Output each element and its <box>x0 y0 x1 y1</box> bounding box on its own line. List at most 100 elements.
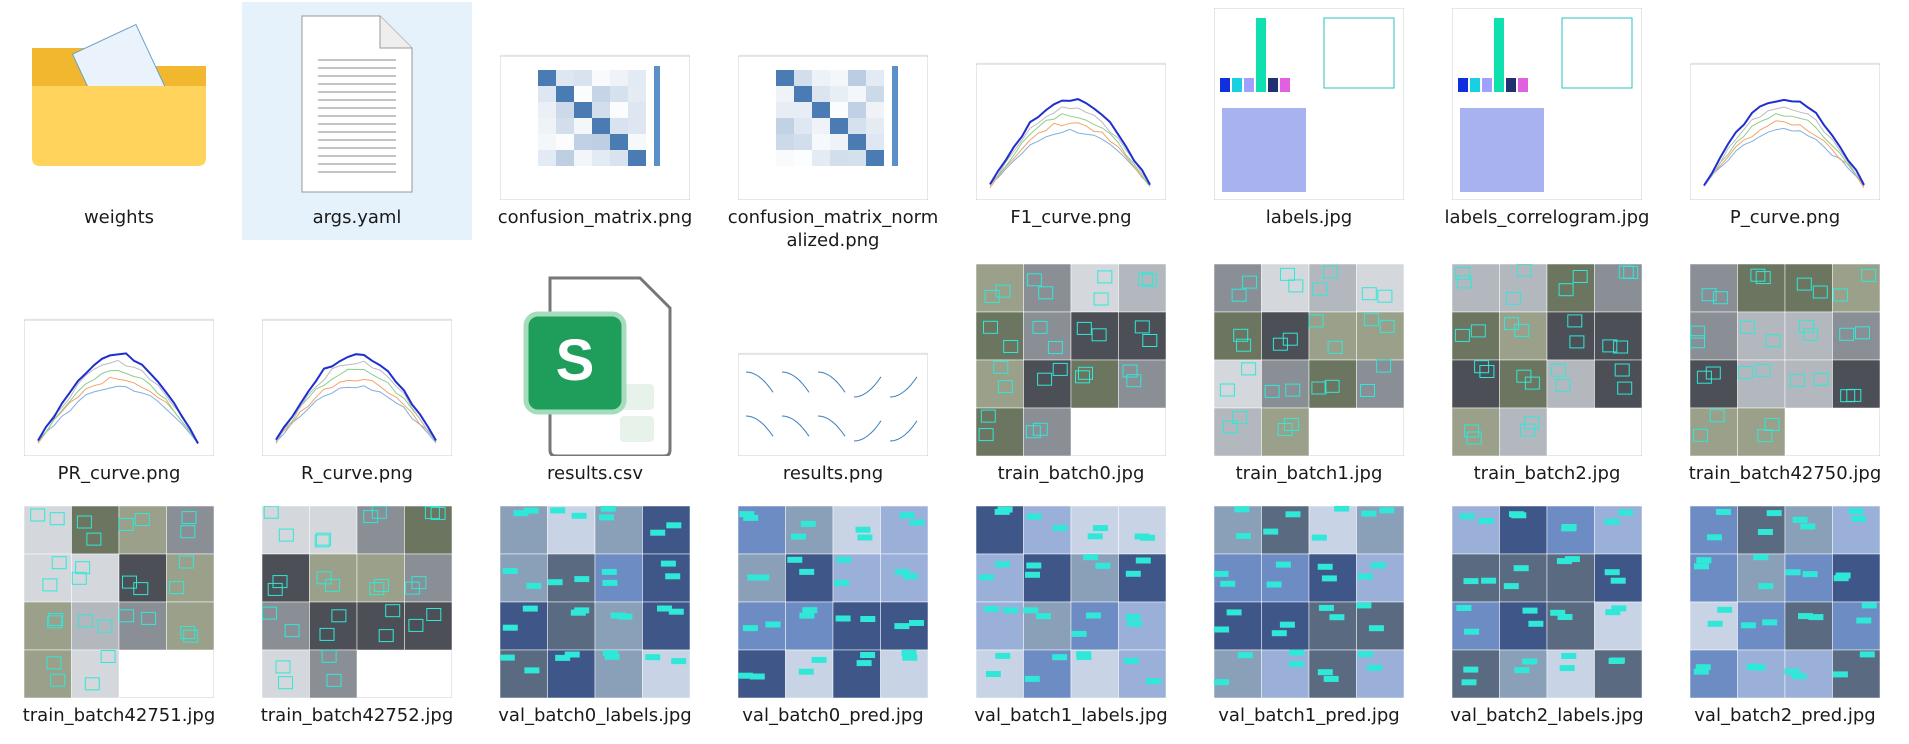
file-item[interactable]: weights <box>4 2 234 240</box>
mosaic-box <box>799 612 815 619</box>
mosaic-box <box>181 511 197 525</box>
file-item[interactable]: val_batch2_labels.jpg <box>1432 500 1662 738</box>
file-item[interactable]: train_batch42750.jpg <box>1670 258 1900 496</box>
mosaic-box <box>1762 619 1778 626</box>
mosaic-box <box>1693 668 1709 675</box>
file-item[interactable]: PR_curve.png <box>4 258 234 496</box>
mosaic-tile <box>594 553 643 603</box>
file-item[interactable]: val_batch0_pred.jpg <box>718 500 948 738</box>
mosaic-box <box>1083 554 1099 561</box>
mosaic-tile <box>1118 311 1166 361</box>
mosaic-box <box>1712 291 1728 305</box>
mosaic-box <box>180 525 196 539</box>
file-thumbnail <box>24 319 214 456</box>
mosaic-box <box>48 613 64 626</box>
heat-cell <box>866 70 884 86</box>
file-name: val_batch0_labels.jpg <box>498 705 692 726</box>
mosaic-box <box>1321 575 1337 582</box>
mosaic-box <box>1833 288 1848 302</box>
file-item[interactable]: train_batch1.jpg <box>1194 258 1424 496</box>
mosaic-box <box>550 507 566 514</box>
mosaic-tile <box>118 601 167 651</box>
mosaic-tile <box>1214 311 1262 361</box>
file-item[interactable]: confusion_matrix.png <box>480 2 710 240</box>
mosaic-box <box>836 556 852 563</box>
file-item[interactable]: val_batch1_labels.jpg <box>956 500 1186 738</box>
mini-plot <box>817 415 846 437</box>
file-item[interactable]: P_curve.png <box>1670 2 1900 240</box>
mosaic-box <box>314 534 330 548</box>
mosaic-box <box>1327 340 1343 354</box>
mosaic-box <box>1832 671 1848 678</box>
heat-cell <box>610 134 628 150</box>
label-bar <box>1482 78 1492 92</box>
file-item[interactable]: val_batch2_pred.jpg <box>1670 500 1900 738</box>
mosaic-box <box>1232 411 1248 425</box>
mosaic-box <box>1329 614 1345 621</box>
mosaic-tile <box>1070 311 1119 361</box>
mosaic-box <box>1141 273 1157 287</box>
file-item[interactable]: train_batch2.jpg <box>1432 258 1662 496</box>
mosaic-box <box>1138 272 1154 286</box>
file-item[interactable]: results.png <box>718 258 948 496</box>
file-item[interactable]: train_batch42752.jpg <box>242 500 472 738</box>
file-item[interactable]: train_batch42751.jpg <box>4 500 234 738</box>
mosaic-box <box>983 606 999 613</box>
mosaic-box <box>1705 366 1721 380</box>
mosaic-box <box>1464 628 1480 635</box>
mosaic-box <box>1037 372 1053 386</box>
mosaic-box <box>1234 506 1250 513</box>
mosaic-box <box>363 510 379 524</box>
file-item[interactable]: val_batch0_labels.jpg <box>480 500 710 738</box>
mosaic-box <box>1025 571 1040 578</box>
mosaic-box <box>1618 509 1634 516</box>
mosaic-box <box>1470 324 1486 338</box>
heat-cell <box>628 102 646 118</box>
mosaic-box <box>1851 515 1867 522</box>
file-item[interactable]: labels_correlogram.jpg <box>1432 2 1662 240</box>
mini-plot <box>889 376 918 398</box>
file-name: val_batch0_pred.jpg <box>742 705 924 726</box>
mosaic-tile <box>594 506 643 555</box>
file-item[interactable]: F1_curve.png <box>956 2 1186 240</box>
mosaic-box <box>1125 614 1141 621</box>
mosaic-tile <box>24 553 72 603</box>
file-thumbnail <box>738 506 928 698</box>
mosaic-box <box>1323 265 1338 279</box>
file-item[interactable]: args.yaml <box>242 2 472 240</box>
mosaic-box <box>909 620 924 626</box>
mosaic-box <box>178 555 194 569</box>
mosaic-box <box>1764 418 1780 431</box>
file-item[interactable]: labels.jpg <box>1194 2 1424 240</box>
mosaic-tile <box>1214 359 1262 409</box>
mosaic-box <box>1076 654 1092 660</box>
mosaic-box <box>278 676 293 690</box>
file-item[interactable]: train_batch0.jpg <box>956 258 1186 496</box>
mosaic-box <box>895 569 910 575</box>
mosaic-box <box>75 561 91 575</box>
file-item[interactable]: confusion_matrix_normalized.png <box>718 2 948 251</box>
mosaic-box <box>42 578 58 592</box>
file-item[interactable]: R_curve.png <box>242 258 472 496</box>
mosaic-tile <box>1261 407 1310 456</box>
mosaic-box <box>599 514 614 521</box>
mosaic-box <box>183 629 199 643</box>
mosaic-box <box>1317 669 1333 676</box>
mosaic-box <box>1861 602 1877 609</box>
mosaic-box <box>1356 602 1372 609</box>
heat-cell <box>610 118 628 134</box>
mosaic-box <box>978 574 994 581</box>
file-item[interactable]: val_batch1_pred.jpg <box>1194 500 1424 738</box>
mosaic-box <box>47 615 63 629</box>
heat-cell <box>574 118 592 134</box>
mosaic-box <box>1052 362 1068 376</box>
mosaic-box <box>1466 431 1482 445</box>
mosaic-box <box>263 506 279 519</box>
mosaic-box <box>1509 511 1524 518</box>
folder-front <box>32 86 206 166</box>
mosaic-box <box>1746 663 1762 670</box>
file-thumbnail <box>301 15 413 193</box>
mosaic-box <box>1757 529 1773 535</box>
mosaic-box <box>1125 570 1141 577</box>
